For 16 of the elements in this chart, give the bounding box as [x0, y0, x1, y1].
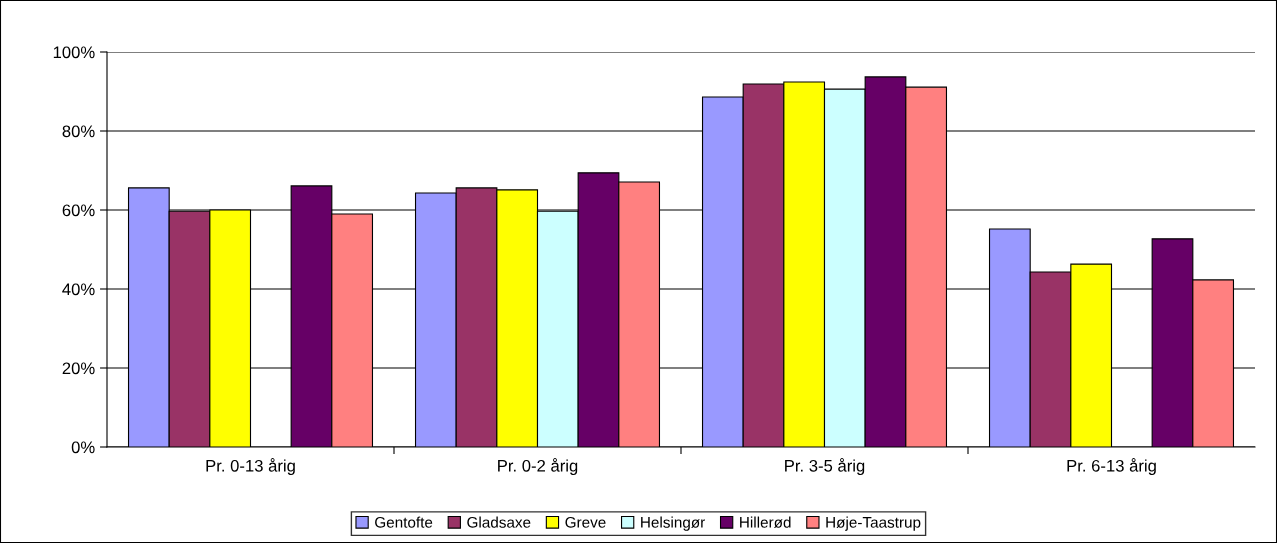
- y-tick-label: 60%: [62, 204, 95, 217]
- y-tick-label: 20%: [62, 362, 95, 375]
- legend-label: Gladsaxe: [467, 516, 531, 528]
- y-tick-label: 80%: [62, 125, 95, 138]
- x-tick-label: Pr. 3-5 årig: [785, 458, 865, 475]
- x-tick-label: Pr. 0-2 årig: [498, 458, 578, 475]
- x-tick-label: Pr. 0-13 årig: [206, 458, 295, 475]
- y-tick-label: 100%: [53, 46, 95, 59]
- y-tick-label: 0%: [71, 441, 95, 454]
- x-tick-label: Pr. 6-13 årig: [1067, 458, 1156, 475]
- legend-label: Helsingør: [641, 516, 705, 531]
- legend-label: Gentofte: [375, 516, 433, 528]
- legend-label: Høje-Taastrup: [826, 516, 921, 531]
- y-tick-label: 40%: [62, 283, 95, 296]
- legend-label: Greve: [565, 516, 606, 528]
- legend-label: Hillerød: [740, 516, 791, 528]
